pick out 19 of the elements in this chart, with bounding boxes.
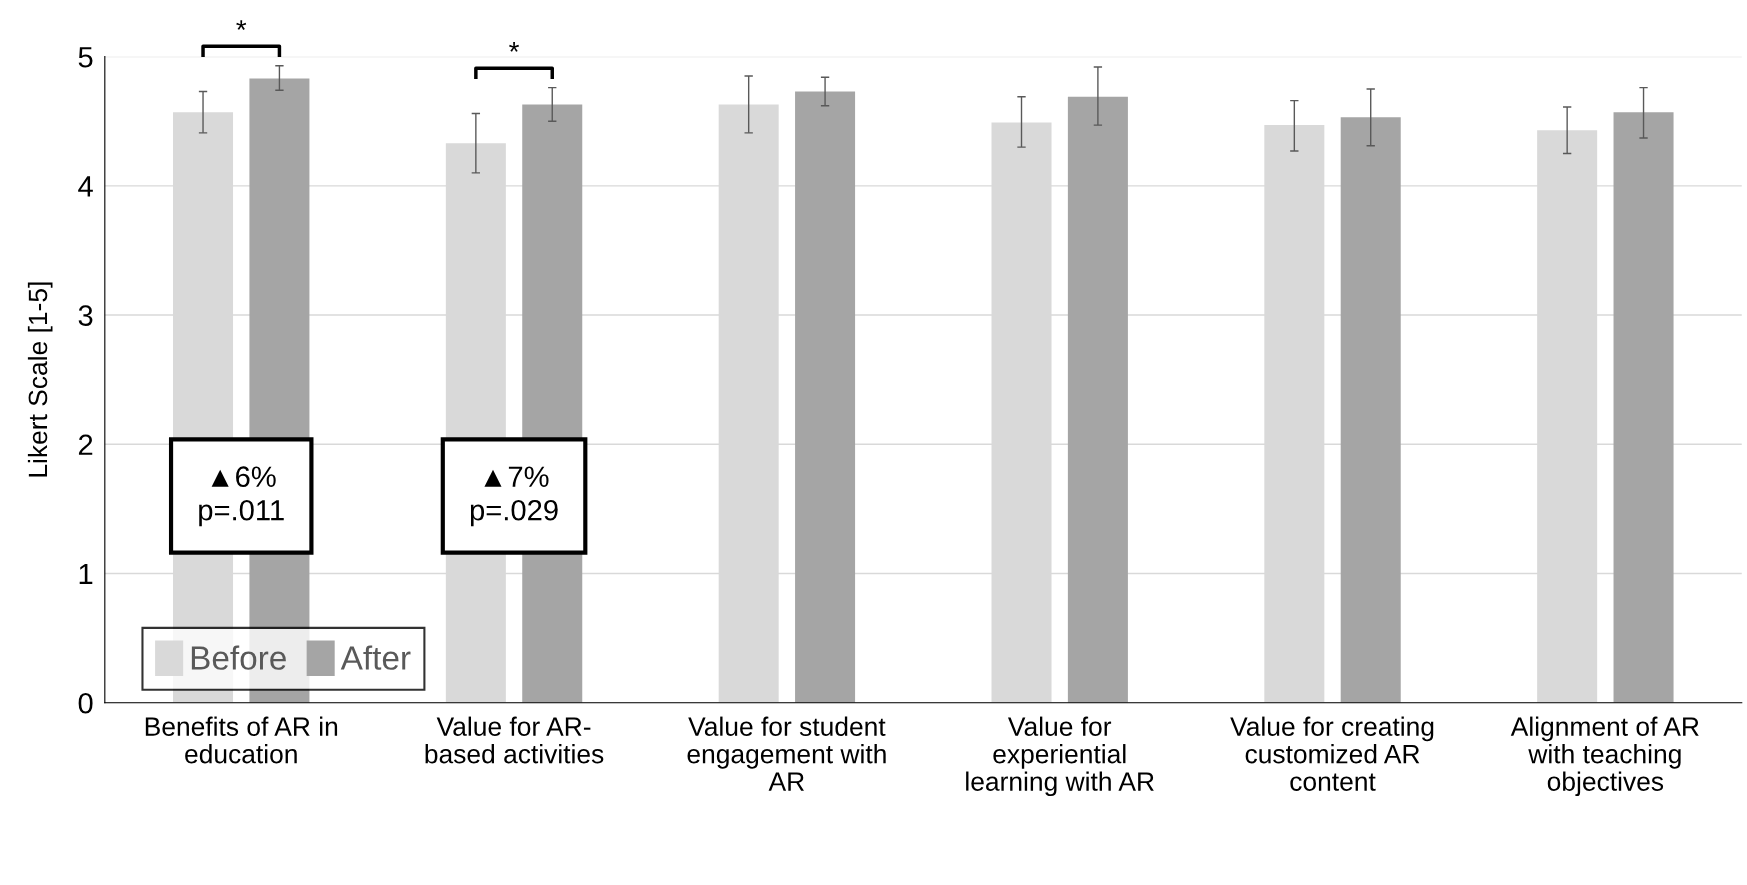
y-tick-label: 4 (78, 176, 93, 197)
x-tick-label: Alignment of AR with teaching objectives (1510, 716, 1699, 797)
text: * (509, 42, 520, 52)
y-tick-label: 0 (78, 692, 93, 714)
x-tick-label: Value for experiential learning with AR (966, 716, 1154, 797)
text: * (236, 20, 247, 30)
legend-label: After (340, 645, 411, 670)
y-tick-label: 1 (79, 563, 93, 585)
y-tick-label: 3 (78, 305, 93, 326)
legend-label: Before (191, 645, 286, 670)
x-tick-label: Value for creating customized AR content (1230, 716, 1434, 791)
annotation: ▲7% p=.029 (470, 466, 558, 527)
y-axis-title: Likert Scale [1-5] (27, 282, 53, 477)
y-tick-label: 5 (78, 47, 93, 68)
annotation: ▲6% p=.011 (199, 466, 284, 527)
x-tick-label: Value for AR- based activities (425, 716, 604, 764)
y-tick-label: 2 (78, 434, 93, 455)
x-tick-label: Value for student engagement with AR (687, 716, 886, 791)
x-tick-label: Benefits of AR in education (145, 716, 338, 764)
